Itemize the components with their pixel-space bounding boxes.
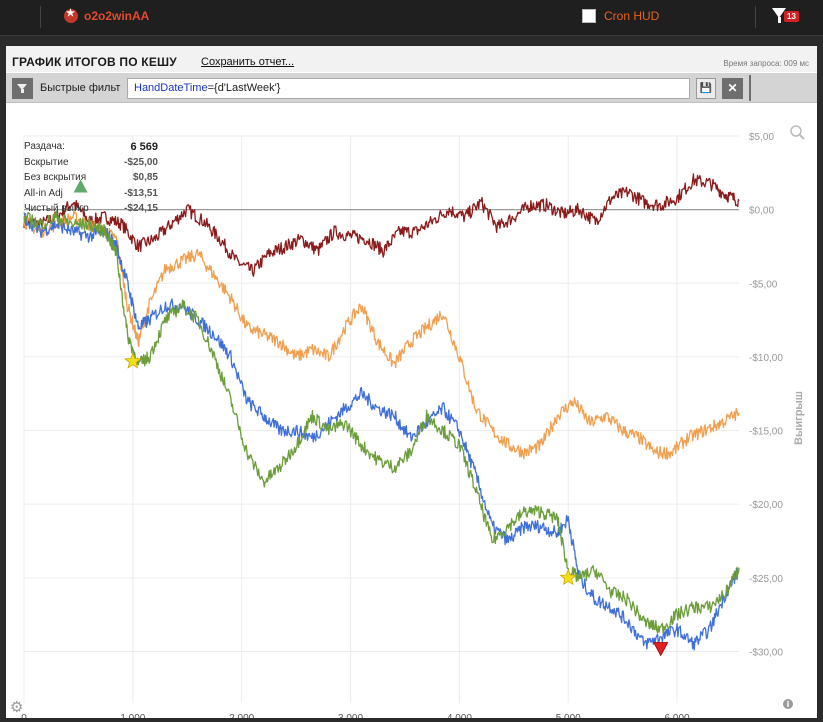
stats-row: Чистый выигр -$24,15 (24, 203, 158, 219)
zoom-icon-handle (799, 134, 805, 140)
filter-icon[interactable] (12, 78, 33, 99)
funnel-icon (772, 8, 786, 18)
stats-value: $0,85 (132, 172, 158, 183)
pokerstars-icon (64, 8, 78, 23)
stats-value: 6 569 (130, 141, 158, 153)
player-name: o2o2winAA (84, 9, 150, 23)
stats-row: Вскрытие -$25,00 (24, 157, 158, 173)
triangle-down-marker (653, 642, 669, 657)
series-line (23, 212, 740, 651)
report-title: ГРАФИК ИТОГОВ ПО КЕШУ (12, 55, 177, 69)
quick-filter-input[interactable]: HandDateTime={d'LastWeek'} (127, 78, 690, 99)
y-axis-title: Выигрыш (793, 391, 805, 445)
stats-label: All-in Adj (24, 187, 63, 199)
x-tick-label: 4 000 (447, 713, 472, 718)
report-header: ГРАФИК ИТОГОВ ПО КЕШУ Сохранить отчет...… (6, 46, 817, 72)
info-icon-glyph: i (787, 700, 790, 709)
star-marker (124, 352, 142, 369)
filterbar-divider (749, 75, 751, 101)
stats-label: Вскрытие (24, 156, 69, 168)
topbar-divider (755, 6, 756, 28)
hud-label: Cron HUD (604, 9, 660, 23)
y-tick-label: $5,00 (749, 132, 774, 143)
save-report-link[interactable]: Сохранить отчет... (201, 56, 295, 68)
y-tick-label: -$15,00 (749, 427, 783, 438)
zoom-icon[interactable] (790, 125, 805, 140)
y-tick-label: -$30,00 (749, 647, 783, 658)
series-line (23, 210, 740, 635)
y-tick-label: -$20,00 (749, 500, 783, 511)
stats-label: Чистый выигр (24, 203, 89, 214)
top-bar: o2o2winAA Cron HUD 13 (0, 0, 823, 36)
save-filter-button[interactable]: 💾 (696, 78, 716, 99)
info-icon[interactable] (783, 699, 793, 709)
x-tick-label: 3 000 (338, 713, 363, 718)
y-tick-label: -$5,00 (749, 279, 778, 290)
x-tick-label: 5 000 (556, 713, 581, 718)
x-tick-label: 6 000 (665, 713, 690, 718)
filter-count-badge: 13 (784, 11, 799, 22)
filter-expr-eq: = (207, 82, 215, 94)
x-tick-label: 0 (21, 713, 27, 718)
quick-filter-label: Быстрые фильт (40, 82, 121, 94)
stats-value: -$24,15 (124, 203, 158, 214)
stats-row: All-in Adj -$13,51 (24, 188, 158, 204)
star-marker (559, 568, 577, 586)
gear-icon[interactable]: ⚙ (10, 698, 23, 716)
stats-value: -$25,00 (124, 156, 158, 168)
stats-row: Раздача: 6 569 (24, 141, 158, 157)
query-time: Время запроса: 009 мс (723, 59, 809, 68)
quick-filter-bar: Быстрые фильт HandDateTime={d'LastWeek'}… (6, 73, 817, 103)
funnel-stem (778, 17, 781, 23)
topbar-divider (40, 6, 41, 28)
cash-results-chart: 0 1 000 2 000 3 000 4 000 5 000 6 000 $5,00 $0,0… (6, 116, 817, 718)
hud-toggle[interactable]: Cron HUD (582, 9, 659, 23)
stats-label: Раздача: (24, 141, 65, 152)
hud-checkbox[interactable] (582, 9, 596, 23)
y-tick-label: -$10,00 (749, 353, 783, 364)
chart-svg: 0 1 000 2 000 3 000 4 000 5 000 6 000 $5,00 $0,0… (10, 125, 805, 718)
filter-expr-value: {d'LastWeek'} (214, 82, 281, 94)
stats-row: Без вскрытия $0,85 (24, 172, 158, 188)
stats-label: Без вскрытия (24, 172, 87, 183)
x-tick-label: 1 000 (120, 713, 145, 718)
filter-icon-button[interactable]: 13 (772, 8, 802, 28)
triangle-up-marker (73, 179, 88, 193)
y-tick-label: $0,00 (749, 206, 774, 217)
zoom-icon-lens (790, 125, 802, 137)
plot-area (24, 136, 739, 703)
clear-filter-button[interactable]: ✕ (722, 78, 743, 99)
series-line (23, 173, 740, 277)
stats-legend: Раздача: 6 569 Вскрытие -$25,00 Без вскрытия… (24, 141, 158, 219)
x-tick-label: 2 000 (229, 713, 254, 718)
filter-expr-key: HandDateTime (134, 82, 208, 94)
player-selector[interactable]: o2o2winAA (64, 8, 150, 23)
report-panel: ГРАФИК ИТОГОВ ПО КЕШУ Сохранить отчет...… (6, 46, 817, 718)
series-line (23, 210, 740, 460)
y-tick-label: -$25,00 (749, 574, 783, 585)
stats-value: -$13,51 (124, 187, 158, 199)
